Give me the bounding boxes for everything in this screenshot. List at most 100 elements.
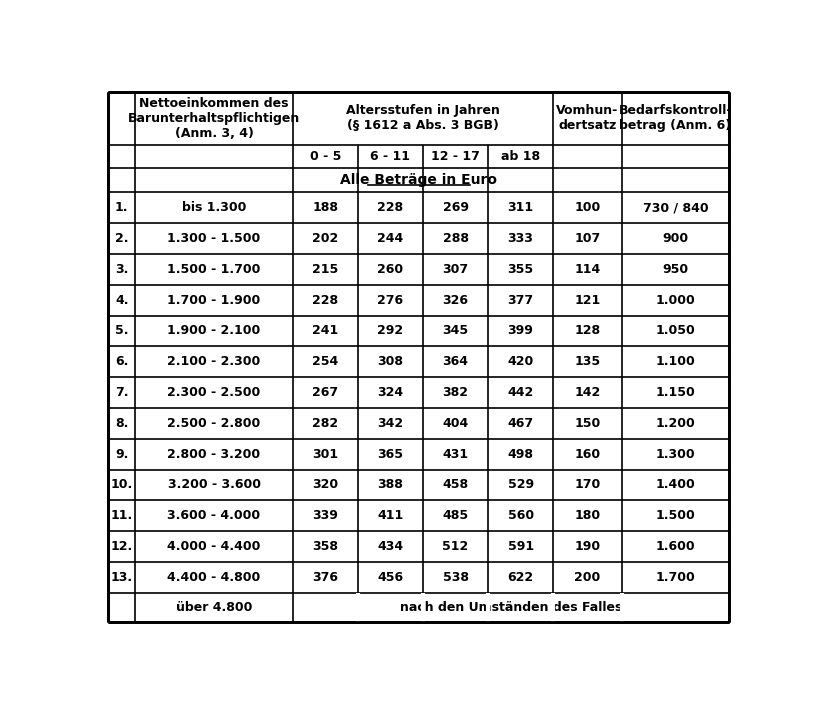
Text: 376: 376 — [312, 571, 338, 584]
Text: 2.100 - 2.300: 2.100 - 2.300 — [167, 355, 261, 369]
Text: 9.: 9. — [115, 447, 128, 460]
Text: Nettoeinkommen des
Barunterhaltspflichtigen
(Anm. 3, 4): Nettoeinkommen des Barunterhaltspflichti… — [128, 97, 300, 140]
Text: 442: 442 — [507, 386, 534, 399]
Text: 180: 180 — [574, 509, 600, 522]
Text: 3.200 - 3.600: 3.200 - 3.600 — [167, 478, 261, 491]
Text: 128: 128 — [574, 324, 600, 338]
Text: 11.: 11. — [110, 509, 133, 522]
Text: 4.: 4. — [115, 293, 128, 307]
Text: 1.200: 1.200 — [656, 417, 695, 429]
Text: 538: 538 — [443, 571, 468, 584]
Text: 7.: 7. — [115, 386, 128, 399]
Text: 1.700 - 1.900: 1.700 - 1.900 — [167, 293, 261, 307]
Text: 282: 282 — [312, 417, 338, 429]
Text: 2.: 2. — [115, 232, 128, 245]
Text: 160: 160 — [574, 447, 600, 460]
Text: 485: 485 — [443, 509, 469, 522]
Text: 320: 320 — [312, 478, 338, 491]
Text: 121: 121 — [574, 293, 600, 307]
Text: 12.: 12. — [110, 540, 133, 553]
Text: 377: 377 — [507, 293, 534, 307]
Text: 1.: 1. — [115, 201, 128, 214]
Text: 276: 276 — [377, 293, 404, 307]
Text: 358: 358 — [312, 540, 338, 553]
Text: 135: 135 — [574, 355, 600, 369]
Text: 12 - 17: 12 - 17 — [431, 150, 480, 163]
Text: 301: 301 — [312, 447, 338, 460]
Text: 333: 333 — [507, 232, 534, 245]
Text: 355: 355 — [507, 263, 534, 276]
Text: 730 / 840: 730 / 840 — [643, 201, 708, 214]
Text: 434: 434 — [377, 540, 404, 553]
Text: 2.800 - 3.200: 2.800 - 3.200 — [167, 447, 261, 460]
Text: 4.000 - 4.400: 4.000 - 4.400 — [167, 540, 261, 553]
Text: 228: 228 — [377, 201, 404, 214]
Text: 339: 339 — [313, 509, 338, 522]
Text: 1.100: 1.100 — [656, 355, 695, 369]
Text: 6 - 11: 6 - 11 — [370, 150, 410, 163]
Text: 560: 560 — [507, 509, 534, 522]
Text: 0 - 5: 0 - 5 — [310, 150, 342, 163]
Text: 170: 170 — [574, 478, 600, 491]
Text: 1.500 - 1.700: 1.500 - 1.700 — [167, 263, 261, 276]
Text: 202: 202 — [312, 232, 338, 245]
Text: 200: 200 — [574, 571, 600, 584]
Text: 900: 900 — [663, 232, 689, 245]
Text: 388: 388 — [377, 478, 404, 491]
Text: 458: 458 — [443, 478, 469, 491]
Text: 420: 420 — [507, 355, 534, 369]
Text: 1.300 - 1.500: 1.300 - 1.500 — [167, 232, 261, 245]
Text: 142: 142 — [574, 386, 600, 399]
Text: 591: 591 — [507, 540, 534, 553]
Text: Bedarfskontroll-
betrag (Anm. 6): Bedarfskontroll- betrag (Anm. 6) — [618, 105, 732, 133]
Text: 2.300 - 2.500: 2.300 - 2.500 — [167, 386, 261, 399]
Text: 114: 114 — [574, 263, 600, 276]
Text: 307: 307 — [443, 263, 469, 276]
Text: ab 18: ab 18 — [501, 150, 540, 163]
Text: 345: 345 — [443, 324, 469, 338]
Text: 100: 100 — [574, 201, 600, 214]
Text: 3.: 3. — [115, 263, 128, 276]
Text: 1.900 - 2.100: 1.900 - 2.100 — [167, 324, 261, 338]
Text: 3.600 - 4.000: 3.600 - 4.000 — [167, 509, 261, 522]
Text: 241: 241 — [312, 324, 338, 338]
Text: 1.000: 1.000 — [656, 293, 695, 307]
Text: 5.: 5. — [115, 324, 128, 338]
Text: 2.500 - 2.800: 2.500 - 2.800 — [167, 417, 261, 429]
Text: Alle Beträge in Euro: Alle Beträge in Euro — [340, 173, 498, 187]
Text: 342: 342 — [377, 417, 404, 429]
Text: 267: 267 — [312, 386, 338, 399]
Text: 188: 188 — [312, 201, 338, 214]
Text: Vomhun-
dertsatz: Vomhun- dertsatz — [556, 105, 618, 133]
Text: nach den Umständen des Falles: nach den Umständen des Falles — [400, 601, 623, 614]
Text: 254: 254 — [312, 355, 338, 369]
Text: 1.500: 1.500 — [656, 509, 695, 522]
Text: 456: 456 — [377, 571, 404, 584]
Text: 1.300: 1.300 — [656, 447, 695, 460]
Text: 8.: 8. — [115, 417, 128, 429]
Text: 326: 326 — [443, 293, 468, 307]
Text: 324: 324 — [377, 386, 404, 399]
Text: 107: 107 — [574, 232, 600, 245]
Text: 292: 292 — [377, 324, 404, 338]
Text: 498: 498 — [507, 447, 534, 460]
Text: 411: 411 — [377, 509, 404, 522]
Text: 244: 244 — [377, 232, 404, 245]
Text: 288: 288 — [443, 232, 468, 245]
Text: 529: 529 — [507, 478, 534, 491]
Text: 308: 308 — [377, 355, 404, 369]
Text: 1.700: 1.700 — [656, 571, 695, 584]
Text: 1.150: 1.150 — [656, 386, 695, 399]
Text: 365: 365 — [377, 447, 404, 460]
Text: bis 1.300: bis 1.300 — [182, 201, 246, 214]
Text: 215: 215 — [312, 263, 338, 276]
Text: 13.: 13. — [110, 571, 133, 584]
Text: 1.400: 1.400 — [656, 478, 695, 491]
Text: 269: 269 — [443, 201, 468, 214]
Text: 382: 382 — [443, 386, 468, 399]
Text: über 4.800: über 4.800 — [176, 601, 252, 614]
Text: 311: 311 — [507, 201, 534, 214]
Text: 622: 622 — [507, 571, 534, 584]
Text: 4.400 - 4.800: 4.400 - 4.800 — [167, 571, 261, 584]
Text: 260: 260 — [377, 263, 404, 276]
